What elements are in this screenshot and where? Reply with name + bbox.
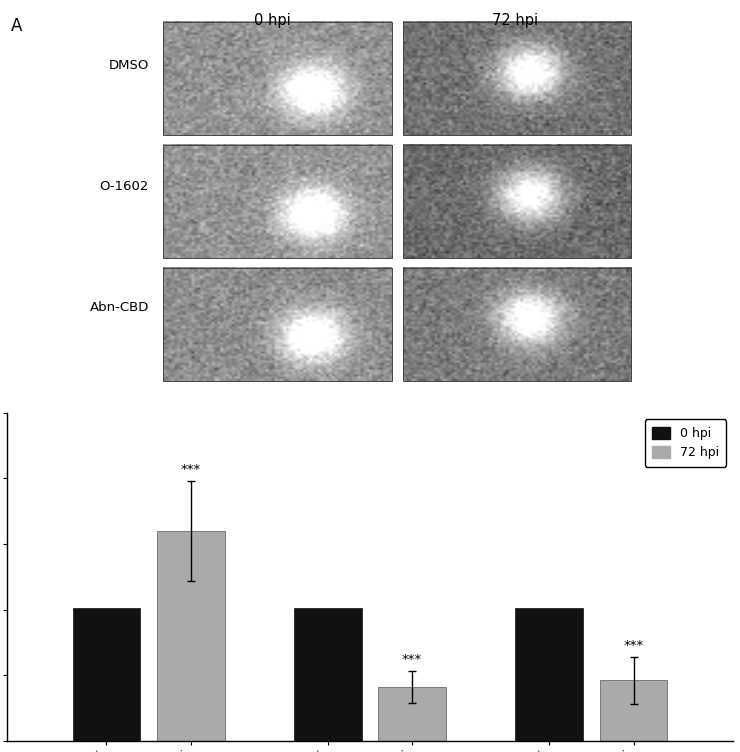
Bar bbox=[516, 608, 583, 741]
Bar bbox=[294, 608, 362, 741]
Bar bbox=[164, 144, 391, 258]
Bar bbox=[403, 268, 631, 381]
Text: A: A bbox=[11, 17, 22, 35]
Text: ***: *** bbox=[181, 463, 201, 476]
Bar bbox=[378, 687, 446, 741]
Text: O-1602: O-1602 bbox=[99, 180, 149, 193]
Text: 72 hpi: 72 hpi bbox=[492, 14, 538, 28]
Text: Abn-CBD: Abn-CBD bbox=[90, 301, 149, 314]
Bar bbox=[403, 144, 631, 258]
Legend: 0 hpi, 72 hpi: 0 hpi, 72 hpi bbox=[645, 419, 727, 467]
Text: ***: *** bbox=[623, 638, 644, 651]
Bar bbox=[600, 681, 667, 741]
Bar bbox=[73, 608, 140, 741]
Bar bbox=[164, 22, 391, 135]
Text: ***: *** bbox=[402, 653, 423, 666]
Text: DMSO: DMSO bbox=[109, 59, 149, 72]
Bar bbox=[164, 268, 391, 381]
Text: 0 hpi: 0 hpi bbox=[254, 14, 291, 28]
Bar bbox=[157, 531, 224, 741]
Bar bbox=[403, 22, 631, 135]
